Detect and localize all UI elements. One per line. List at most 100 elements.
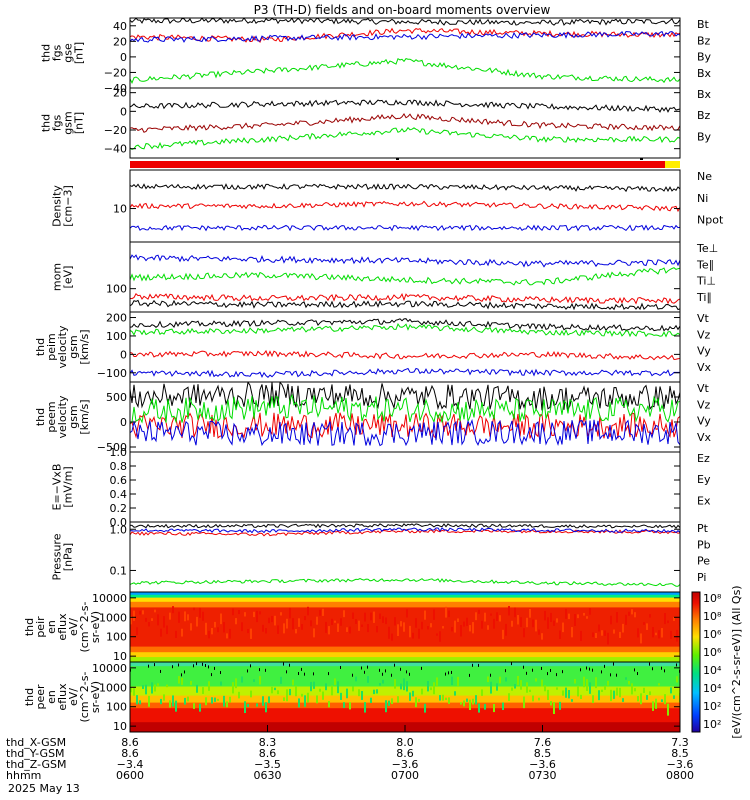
spectrogram-cell xyxy=(484,612,486,622)
legend-Ti⊥: Ti⊥ xyxy=(696,275,716,288)
y-axis-label-line: thd xyxy=(40,114,53,132)
spectrogram-cell xyxy=(613,662,614,666)
y-axis-label-line: eV/ xyxy=(67,618,80,636)
spectrogram-cell xyxy=(553,702,555,714)
colorbar-tick: 10⁸ xyxy=(703,592,722,605)
x-row-label: thd_Z-GSM xyxy=(6,758,66,771)
legend-Vz: Vz xyxy=(697,328,711,341)
spectrogram-cell xyxy=(400,683,402,690)
spectrogram-cell xyxy=(409,672,410,676)
spectrogram-cell xyxy=(607,680,609,686)
spectrogram-cell xyxy=(361,691,363,700)
spectrogram-cell xyxy=(478,703,480,713)
y-axis-label-line: [nPa] xyxy=(62,543,75,571)
series-line-Ti∥ xyxy=(130,299,680,311)
y-tick-label: 0.0 xyxy=(110,516,128,529)
spectrogram-cell xyxy=(382,672,383,676)
spectrogram-cell xyxy=(568,690,570,699)
spectrogram-cell xyxy=(637,696,639,702)
legend-By: By xyxy=(697,51,712,64)
spectrogram-band xyxy=(130,686,680,697)
spectrogram-cell xyxy=(547,617,549,629)
region-bar-red xyxy=(130,161,665,168)
spectrogram-cell xyxy=(322,608,324,616)
spectrogram-cell xyxy=(358,689,360,697)
spectrogram-cell xyxy=(670,687,672,694)
spectrogram-cell xyxy=(490,673,491,677)
panel-frame xyxy=(129,451,681,523)
spectrogram-cell xyxy=(223,695,225,707)
spectrogram-cell xyxy=(232,682,234,694)
spectrogram-cell xyxy=(502,702,504,711)
region-bar-marker xyxy=(396,158,399,160)
spectrogram-cell xyxy=(502,629,504,640)
y-axis-label: thdpeirenefluxeV/(cm^2-s-sr-eV) xyxy=(23,602,102,653)
y-tick-label: 20 xyxy=(113,35,127,48)
spectrogram-cell xyxy=(673,617,675,622)
y-axis-label-line: peir xyxy=(34,616,47,638)
colorbar-tick: 10⁸ xyxy=(703,610,722,623)
spectrogram-cell xyxy=(544,610,546,621)
spectrogram-cell xyxy=(589,682,591,694)
spectrogram-cell xyxy=(226,701,228,708)
spectrogram-cell xyxy=(340,618,342,626)
x-col-value: −3.5 xyxy=(254,758,281,771)
y-axis-label-line: peer xyxy=(34,684,47,710)
spectrogram-cell xyxy=(358,620,360,631)
spectrogram-cell xyxy=(661,666,662,670)
colorbar-tick: 10² xyxy=(703,700,721,713)
y-axis-label-line: Density xyxy=(51,185,64,227)
y-axis-label: thdpeimvelocitygsm[km/s] xyxy=(34,325,91,368)
legend-Te∥: Te∥ xyxy=(696,258,714,271)
spectrogram-cell xyxy=(340,665,341,669)
spectrogram-cell xyxy=(181,628,183,637)
spectrogram-cell xyxy=(505,669,506,673)
spectrogram-cell xyxy=(397,624,399,636)
spectrogram-cell xyxy=(244,612,246,617)
spectrogram-cell xyxy=(265,702,267,713)
spectrogram-cell xyxy=(496,683,498,691)
spectrogram-band xyxy=(130,695,680,704)
spectrogram-cell xyxy=(538,629,540,635)
spectrogram-cell xyxy=(541,666,542,670)
spectrogram-cell xyxy=(169,700,171,708)
legend-Te⊥: Te⊥ xyxy=(696,242,718,255)
y-axis-label-line: thd xyxy=(23,688,36,706)
legend-Vx: Vx xyxy=(697,431,712,444)
spectrogram-cell xyxy=(265,627,267,634)
spectrogram-cell xyxy=(376,625,378,633)
spectrogram-cell xyxy=(478,663,479,667)
spectrogram-cell xyxy=(439,695,441,701)
panel-3: 100 mom[eV] Te⊥ Te∥ Ti⊥ Ti∥ xyxy=(51,241,718,313)
spectrogram-cell xyxy=(487,625,489,630)
panel-8: 10000 1000 100 10 thdpeirenefluxeV/(cm^2-s-s… xyxy=(23,591,681,663)
spectrogram-cell xyxy=(373,689,375,695)
spectrogram-cell xyxy=(427,625,429,630)
spectrogram-cell xyxy=(403,678,405,691)
spectrogram-cell xyxy=(361,624,363,627)
y-axis-label-line: [eV] xyxy=(62,266,75,289)
y-tick-label: 10 xyxy=(113,650,127,663)
y-axis-label-line: E=−VxB xyxy=(51,464,64,511)
spectrogram-cell xyxy=(274,615,276,626)
spectrogram-cell xyxy=(259,668,260,672)
spectrogram-cell xyxy=(292,618,294,630)
spectrogram-cell xyxy=(466,698,468,702)
x-col-value: −3.6 xyxy=(667,758,694,771)
spectrogram-cell xyxy=(667,703,669,716)
spectrogram-cell xyxy=(316,695,318,704)
colorbar-gradient xyxy=(691,591,701,733)
spectrogram-cell xyxy=(205,697,207,706)
spectrogram-cell xyxy=(289,607,291,619)
spectrogram-cell xyxy=(367,624,369,633)
spectrogram-cell xyxy=(295,629,297,634)
spectrogram-cell xyxy=(601,670,602,674)
spectrogram-cell xyxy=(193,607,195,611)
spectrogram-cell xyxy=(508,606,510,616)
spectrogram-cell xyxy=(394,663,395,667)
spectrogram-cell xyxy=(388,626,390,639)
spectrogram-cell xyxy=(640,693,642,705)
series-line-Te⊥ xyxy=(130,254,680,268)
y-tick-label: 10 xyxy=(113,720,127,733)
